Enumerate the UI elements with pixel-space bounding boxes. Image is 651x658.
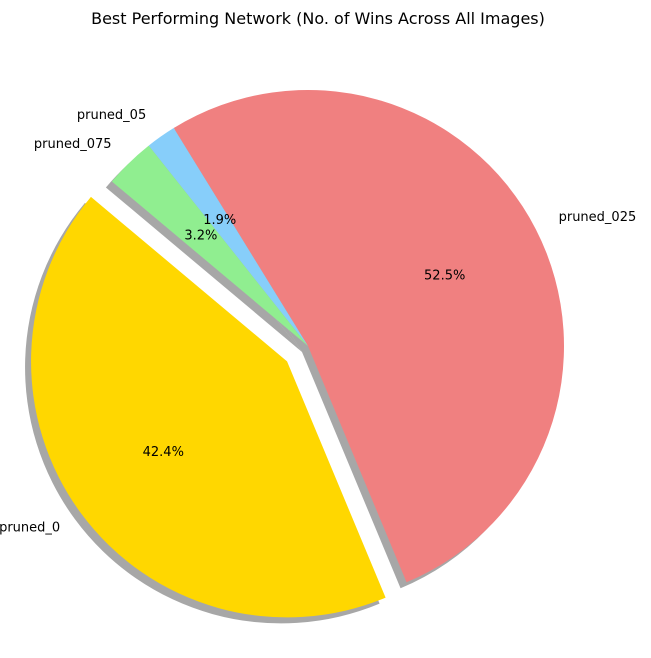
slice-pruned-05 [148,128,308,346]
pie-slices [31,89,565,618]
slice-pct-pruned-05: 1.9% [203,213,236,228]
slice-pct-pruned-075: 3.2% [184,228,217,243]
slice-label-pruned-0: pruned_0 [0,521,60,536]
chart-title: Best Performing Network (No. of Wins Acr… [91,9,545,28]
slice-label-pruned-025: pruned_025 [559,210,637,225]
slice-pruned-025 [173,89,565,583]
slice-pct-pruned-0: 42.4% [143,445,184,460]
slice-pruned-0 [31,196,386,618]
slice-pct-pruned-025: 52.5% [424,268,465,283]
slice-label-pruned-05: pruned_05 [77,108,146,123]
pie-labels: pruned_0 42.4% pruned_025 52.5% pruned_05 1.9… [0,108,636,536]
slice-pruned-075 [111,145,308,346]
slice-label-pruned-075: pruned_075 [34,137,112,152]
